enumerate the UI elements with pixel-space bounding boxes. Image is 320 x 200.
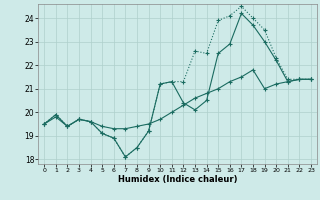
X-axis label: Humidex (Indice chaleur): Humidex (Indice chaleur)	[118, 175, 237, 184]
